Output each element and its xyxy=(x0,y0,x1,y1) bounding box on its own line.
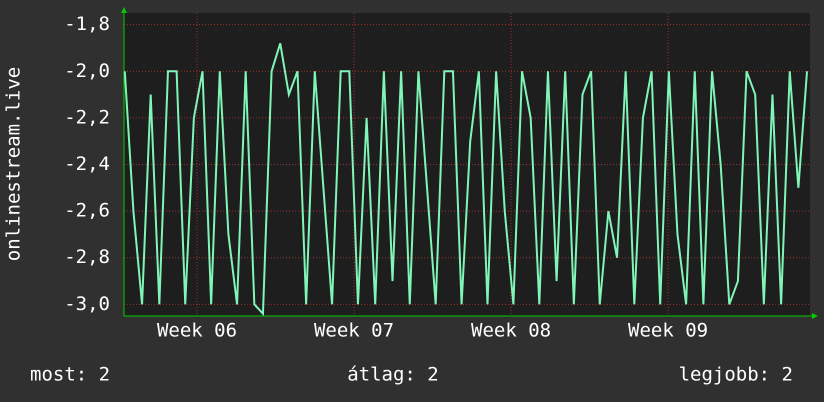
x-tick-label: Week 06 xyxy=(157,320,237,342)
data-line xyxy=(123,43,809,317)
summary-stat: átlag: 2 xyxy=(347,364,439,386)
y-tick-label: -2,8 xyxy=(64,246,110,268)
x-tick-label: Week 08 xyxy=(471,320,551,342)
y-tick-label: -2,6 xyxy=(64,200,110,222)
y-tick-label: -2,4 xyxy=(64,153,110,175)
y-axis-label: onlinestream.live xyxy=(3,67,25,261)
summary-stat: most: 2 xyxy=(30,364,110,386)
x-tick-label: Week 09 xyxy=(628,320,708,342)
axis-arrow xyxy=(121,7,127,13)
axis-arrow xyxy=(812,313,818,319)
y-tick-label: -2,0 xyxy=(64,60,110,82)
y-tick-label: -2,2 xyxy=(64,106,110,128)
y-tick-label: -1,8 xyxy=(64,13,110,35)
summary-stat: legjobb: 2 xyxy=(679,364,793,386)
x-tick-label: Week 07 xyxy=(314,320,394,342)
y-tick-label: -3,0 xyxy=(64,293,110,315)
